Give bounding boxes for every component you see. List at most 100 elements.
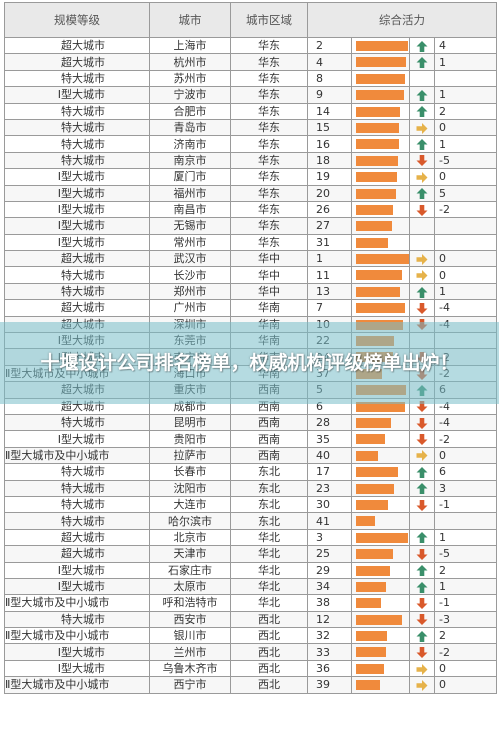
activity-bar <box>356 450 378 461</box>
cell-change: 0 <box>434 118 497 137</box>
cell-bar <box>351 250 410 268</box>
cell-bar <box>351 594 410 612</box>
activity-bar <box>356 188 396 199</box>
cell-level: 特大城市 <box>4 463 150 481</box>
cell-score: 11 <box>307 266 352 284</box>
cell-level: Ⅱ型大城市及中小城市 <box>4 676 150 694</box>
header-city: 城市 <box>149 2 231 38</box>
cell-region: 西北 <box>230 610 308 629</box>
cell-score: 18 <box>307 151 352 170</box>
activity-bar <box>356 549 393 560</box>
cell-change: 0 <box>434 266 497 284</box>
table-row: Ⅱ型大城市及中小城市 银川市 西北 32 2 <box>4 627 497 645</box>
cell-change: 3 <box>434 479 497 497</box>
arrow-down-icon <box>416 204 428 216</box>
cell-level: 特大城市 <box>4 69 150 88</box>
table-row: Ⅰ型大城市 无锡市 华东 27 <box>4 217 497 235</box>
arrow-right-icon <box>416 679 428 691</box>
arrow-right-icon <box>416 270 428 282</box>
cell-bar <box>351 545 410 563</box>
table-row: Ⅰ型大城市 贵阳市 西南 35 -2 <box>4 430 497 448</box>
table-row: 特大城市 沈阳市 东北 23 3 <box>4 479 497 497</box>
cell-level: Ⅰ型大城市 <box>4 659 150 678</box>
cell-city: 济南市 <box>149 135 231 153</box>
cell-change: 2 <box>434 627 497 645</box>
activity-bar <box>356 139 399 150</box>
cell-bar <box>351 495 410 514</box>
cell-region: 华北 <box>230 528 308 547</box>
table-row: 超大城市 天津市 华北 25 -5 <box>4 545 497 563</box>
cell-city: 南昌市 <box>149 200 231 219</box>
cell-bar <box>351 446 410 465</box>
cell-change: 1 <box>434 86 497 104</box>
cell-score: 14 <box>307 102 352 120</box>
cell-bar <box>351 659 410 678</box>
activity-bar <box>356 565 390 576</box>
cell-bar <box>351 102 410 120</box>
cell-bar <box>351 577 410 596</box>
cell-bar <box>351 86 410 104</box>
cell-change: -5 <box>434 545 497 563</box>
activity-bar <box>356 499 388 510</box>
cell-region: 华东 <box>230 53 308 71</box>
activity-bar <box>356 401 405 412</box>
table-row: 特大城市 苏州市 华东 8 <box>4 69 497 88</box>
cell-score: 19 <box>307 168 352 186</box>
cell-bar <box>351 118 410 137</box>
cell-level: Ⅰ型大城市 <box>4 430 150 448</box>
cell-level: 特大城市 <box>4 282 150 301</box>
cell-region: 华中 <box>230 282 308 301</box>
cell-bar <box>351 200 410 219</box>
cell-score: 29 <box>307 561 352 579</box>
cell-change <box>434 69 497 88</box>
cell-city: 南京市 <box>149 151 231 170</box>
table-row: 超大城市 北京市 华北 3 1 <box>4 528 497 547</box>
cell-trend <box>409 184 435 202</box>
table-row: Ⅱ型大城市及中小城市 拉萨市 西南 40 0 <box>4 446 497 465</box>
cell-score: 9 <box>307 86 352 104</box>
activity-bar <box>356 467 398 478</box>
cell-region: 西北 <box>230 676 308 694</box>
activity-bar <box>356 270 402 281</box>
cell-trend <box>409 512 435 530</box>
arrow-right-icon <box>416 450 428 462</box>
table-row: Ⅰ型大城市 石家庄市 华北 29 2 <box>4 561 497 579</box>
cell-bar <box>351 184 410 202</box>
cell-level: Ⅰ型大城市 <box>4 184 150 202</box>
cell-trend <box>409 561 435 579</box>
cell-region: 东北 <box>230 463 308 481</box>
cell-region: 西北 <box>230 627 308 645</box>
cell-region: 华中 <box>230 250 308 268</box>
activity-bar <box>356 155 398 166</box>
cell-score: 13 <box>307 282 352 301</box>
cell-bar <box>351 135 410 153</box>
cell-region: 华东 <box>230 86 308 104</box>
cell-trend <box>409 430 435 448</box>
cell-level: 特大城市 <box>4 512 150 530</box>
cell-region: 西南 <box>230 446 308 465</box>
cell-level: 超大城市 <box>4 36 150 55</box>
cell-score: 16 <box>307 135 352 153</box>
activity-bar <box>356 516 375 527</box>
activity-bar <box>356 204 393 215</box>
cell-trend <box>409 659 435 678</box>
cell-level: 超大城市 <box>4 53 150 71</box>
table-row: 特大城市 昆明市 西南 28 -4 <box>4 413 497 432</box>
table-row: 特大城市 大连市 东北 30 -1 <box>4 495 497 514</box>
cell-trend <box>409 495 435 514</box>
cell-level: 特大城市 <box>4 495 150 514</box>
cell-change: -3 <box>434 610 497 629</box>
cell-change: 2 <box>434 102 497 120</box>
cell-city: 青岛市 <box>149 118 231 137</box>
cell-bar <box>351 168 410 186</box>
cell-level: 超大城市 <box>4 299 150 317</box>
city-activity-table: 规模等级 城市 城市区域 综合活力 超大城市 上海市 华东 2 4 超大城市 杭州市 华东 4 1… <box>4 2 497 694</box>
cell-region: 东北 <box>230 495 308 514</box>
table-row: Ⅰ型大城市 兰州市 西北 33 -2 <box>4 643 497 661</box>
cell-trend <box>409 69 435 88</box>
cell-change: -2 <box>434 643 497 661</box>
cell-score: 17 <box>307 463 352 481</box>
cell-bar <box>351 561 410 579</box>
cell-city: 天津市 <box>149 545 231 563</box>
cell-score: 8 <box>307 69 352 88</box>
